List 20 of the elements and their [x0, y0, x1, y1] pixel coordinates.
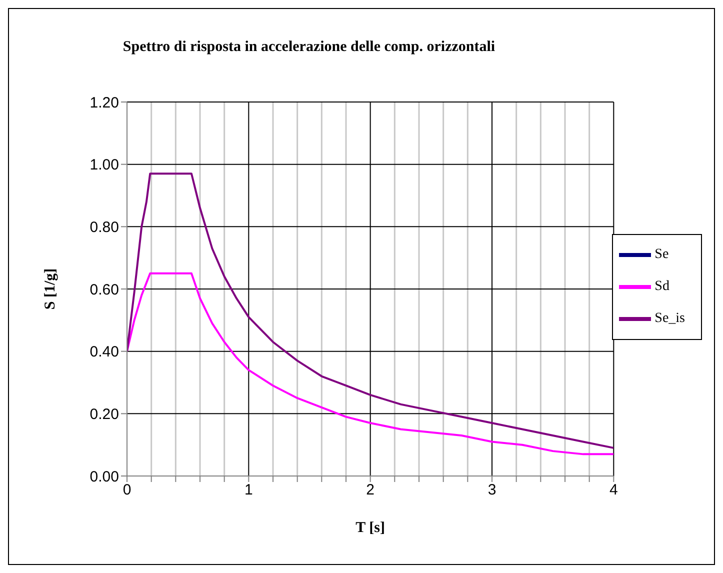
- legend-label: Se: [654, 246, 669, 262]
- chart-title: Spettro di risposta in accelerazione delle comp. orizzontali: [122, 39, 496, 56]
- y-tick-label: 0.60: [90, 281, 119, 298]
- line-series: [127, 272, 614, 456]
- line-series: [127, 172, 614, 449]
- x-tick-label: 1: [244, 482, 253, 499]
- y-tick-label: 0.40: [90, 344, 119, 361]
- x-tick-label: 4: [609, 482, 618, 499]
- x-tick-label: 3: [488, 482, 496, 499]
- y-tick-label: 0.20: [90, 406, 119, 423]
- y-tick-label: 0.00: [90, 468, 119, 486]
- x-axis-title: T [s]: [356, 520, 385, 536]
- y-axis-title: S [1/g]: [42, 268, 58, 310]
- x-tick-label: 2: [366, 482, 374, 499]
- y-tick-label: 1.20: [90, 94, 119, 112]
- y-tick-label: 0.80: [90, 218, 119, 236]
- legend-label: Se_is: [654, 310, 685, 326]
- x-tick-label: 0: [122, 482, 132, 499]
- legend-label: Sd: [654, 278, 670, 294]
- y-tick-label: 1.00: [90, 156, 119, 174]
